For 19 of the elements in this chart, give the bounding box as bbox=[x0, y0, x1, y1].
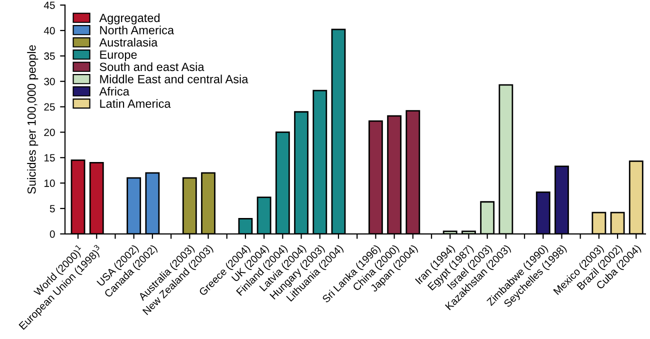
y-tick-label: 25 bbox=[44, 103, 55, 111]
y-tick-label: 35 bbox=[44, 52, 55, 60]
legend-label: Middle East and central Asia bbox=[100, 74, 248, 84]
y-tick-label: 0 bbox=[50, 230, 55, 238]
legend-label: South and east Asia bbox=[100, 62, 204, 72]
legend-label: Australasia bbox=[99, 38, 158, 47]
y-tick-label: 20 bbox=[44, 128, 55, 136]
y-tick-label: 10 bbox=[44, 180, 55, 187]
y-tick-label: 45 bbox=[44, 2, 55, 9]
y-tick-label: 30 bbox=[44, 78, 55, 86]
legend-label: North America bbox=[100, 26, 174, 34]
y-tick-label: 40 bbox=[44, 27, 55, 34]
legend-label: Aggregated bbox=[99, 13, 160, 24]
legend-label: Latin America bbox=[100, 99, 171, 108]
y-tick-label: 15 bbox=[44, 154, 55, 162]
y-tick-label: 5 bbox=[50, 205, 55, 212]
y-axis-title: Suicides per 100,000 people bbox=[27, 45, 38, 194]
legend-label: Africa bbox=[99, 86, 130, 96]
legend-label: Europe bbox=[100, 50, 137, 62]
